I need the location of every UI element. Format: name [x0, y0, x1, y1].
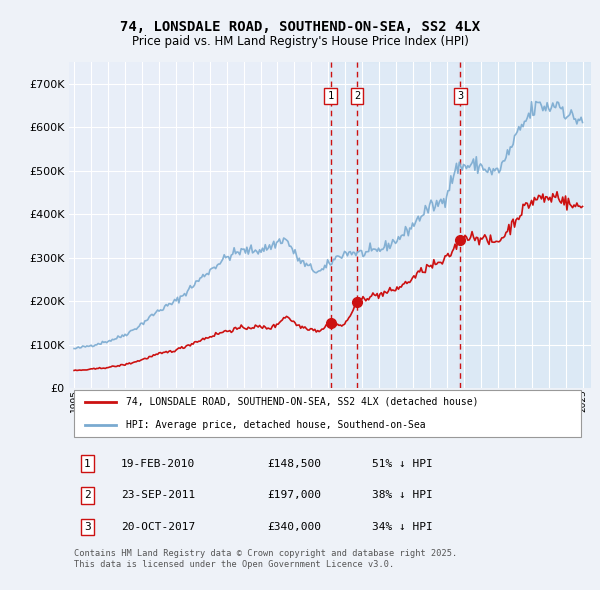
Text: 74, LONSDALE ROAD, SOUTHEND-ON-SEA, SS2 4LX (detached house): 74, LONSDALE ROAD, SOUTHEND-ON-SEA, SS2 … [127, 396, 479, 407]
Text: HPI: Average price, detached house, Southend-on-Sea: HPI: Average price, detached house, Sout… [127, 419, 426, 430]
Text: 20-OCT-2017: 20-OCT-2017 [121, 522, 196, 532]
Text: £197,000: £197,000 [268, 490, 322, 500]
Text: £340,000: £340,000 [268, 522, 322, 532]
Text: 2: 2 [355, 91, 361, 101]
Text: 3: 3 [84, 522, 91, 532]
Text: 23-SEP-2011: 23-SEP-2011 [121, 490, 196, 500]
Text: 38% ↓ HPI: 38% ↓ HPI [372, 490, 433, 500]
Text: 3: 3 [457, 91, 464, 101]
Text: £148,500: £148,500 [268, 458, 322, 468]
Text: Contains HM Land Registry data © Crown copyright and database right 2025.
This d: Contains HM Land Registry data © Crown c… [74, 549, 457, 569]
Bar [329, 62, 591, 388]
Text: 1: 1 [328, 91, 334, 101]
Bar [459, 62, 591, 388]
FancyBboxPatch shape [74, 390, 581, 437]
Text: 1: 1 [84, 458, 91, 468]
Text: 74, LONSDALE ROAD, SOUTHEND-ON-SEA, SS2 4LX: 74, LONSDALE ROAD, SOUTHEND-ON-SEA, SS2 … [120, 19, 480, 34]
Text: 34% ↓ HPI: 34% ↓ HPI [372, 522, 433, 532]
Text: 51% ↓ HPI: 51% ↓ HPI [372, 458, 433, 468]
Text: Price paid vs. HM Land Registry's House Price Index (HPI): Price paid vs. HM Land Registry's House … [131, 35, 469, 48]
Text: 2: 2 [84, 490, 91, 500]
Text: 19-FEB-2010: 19-FEB-2010 [121, 458, 196, 468]
